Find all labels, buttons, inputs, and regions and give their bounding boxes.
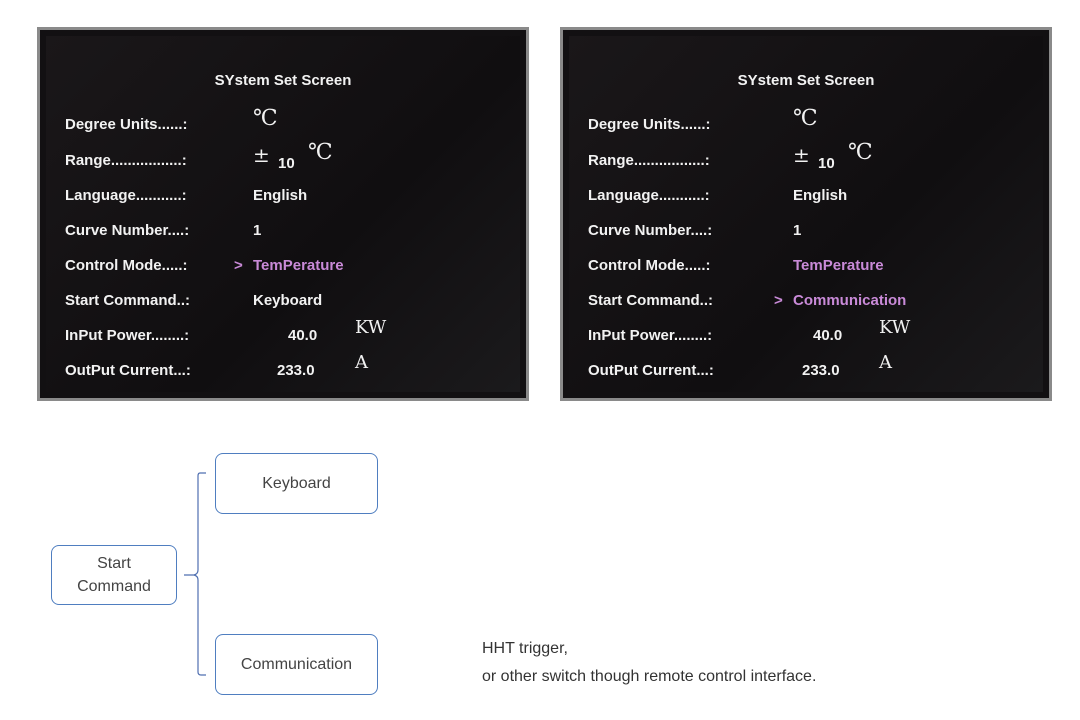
setting-label: Control Mode.....: xyxy=(588,257,711,274)
setting-label: Start Command..: xyxy=(588,292,714,309)
setting-label: OutPut Current...: xyxy=(65,362,191,379)
setting-label: InPut Power........: xyxy=(588,327,713,344)
setting-label: Language...........: xyxy=(588,187,710,204)
setting-label: OutPut Current...: xyxy=(588,362,714,379)
setting-value: English xyxy=(253,187,308,204)
setting-row[interactable]: Start Command..: Keyboard xyxy=(40,291,526,311)
setting-label: Degree Units......: xyxy=(588,116,711,133)
system-set-screen-1: SYstem Set Screen Degree Units......: ℃ Ran… xyxy=(37,27,529,401)
setting-row[interactable]: Language...........: English xyxy=(563,186,1049,206)
input-power-value: 40.0 xyxy=(813,327,843,344)
current-unit: A xyxy=(355,352,368,373)
bracket-connector xyxy=(184,472,206,676)
range-value: 10 xyxy=(278,155,295,172)
setting-value: TemPerature xyxy=(253,257,344,274)
system-set-screen-2: SYstem Set Screen Degree Units......: ℃ Ran… xyxy=(560,27,1052,401)
setting-row[interactable]: Range.................: ±10 ℃ xyxy=(40,142,526,173)
setting-row[interactable]: Degree Units......: ℃ xyxy=(563,108,1049,135)
setting-label: Language...........: xyxy=(65,187,187,204)
setting-row[interactable]: Start Command..: > Communication xyxy=(563,291,1049,311)
setting-label: Curve Number....: xyxy=(588,222,713,239)
range-unit: ℃ xyxy=(848,140,873,165)
output-current-value: 233.0 xyxy=(802,362,840,379)
keyboard-option-box: Keyboard xyxy=(215,453,378,514)
range-unit: ℃ xyxy=(308,140,333,165)
setting-row[interactable]: OutPut Current...: 233.0 A xyxy=(40,353,526,381)
setting-row[interactable]: Control Mode.....: TemPerature xyxy=(563,256,1049,276)
setting-value: 1 xyxy=(793,222,802,239)
setting-label: Degree Units......: xyxy=(65,116,188,133)
setting-label: Start Command..: xyxy=(65,292,191,309)
input-power-value: 40.0 xyxy=(288,327,318,344)
screen-display xyxy=(46,36,520,392)
setting-row[interactable]: Range.................: ±10 ℃ xyxy=(563,142,1049,173)
setting-row[interactable]: Language...........: English xyxy=(40,186,526,206)
setting-row[interactable]: Curve Number....: 1 xyxy=(563,221,1049,241)
setting-row[interactable]: Curve Number....: 1 xyxy=(40,221,526,241)
screen-title: SYstem Set Screen xyxy=(737,72,875,89)
setting-label: Range.................: xyxy=(65,152,187,169)
setting-row[interactable]: Degree Units......: ℃ xyxy=(40,108,526,135)
screen-title: SYstem Set Screen xyxy=(214,72,352,89)
setting-label: InPut Power........: xyxy=(65,327,190,344)
note-line-2: or other switch though remote control in… xyxy=(482,668,817,685)
screen-display xyxy=(569,36,1043,392)
degree-unit-value: ℃ xyxy=(253,106,278,131)
setting-value: Keyboard xyxy=(253,292,323,309)
output-current-value: 233.0 xyxy=(277,362,315,379)
plus-minus-sign: ± xyxy=(253,143,270,167)
setting-row[interactable]: Control Mode.....: > TemPerature xyxy=(40,256,526,276)
setting-row[interactable]: InPut Power........: 40.0 KW xyxy=(40,318,526,346)
setting-value: 1 xyxy=(253,222,262,239)
plus-minus-sign: ± xyxy=(793,143,810,167)
current-unit: A xyxy=(879,352,892,373)
degree-unit-value: ℃ xyxy=(793,106,818,131)
setting-row[interactable]: OutPut Current...: 233.0 A xyxy=(563,353,1049,381)
power-unit: KW xyxy=(879,317,911,338)
setting-row[interactable]: InPut Power........: 40.0 KW xyxy=(563,318,1049,346)
range-value: 10 xyxy=(818,155,835,172)
start-command-box: Start Command xyxy=(51,545,177,605)
communication-option-box: Communication xyxy=(215,634,378,695)
setting-value: English xyxy=(793,187,848,204)
cursor-indicator: > xyxy=(774,292,783,309)
cursor-indicator: > xyxy=(234,257,243,274)
note-line-1: HHT trigger, xyxy=(482,640,568,657)
setting-label: Range.................: xyxy=(588,152,710,169)
power-unit: KW xyxy=(355,317,387,338)
setting-value: TemPerature xyxy=(793,257,884,274)
setting-value: Communication xyxy=(793,292,907,309)
setting-label: Control Mode.....: xyxy=(65,257,188,274)
setting-label: Curve Number....: xyxy=(65,222,190,239)
